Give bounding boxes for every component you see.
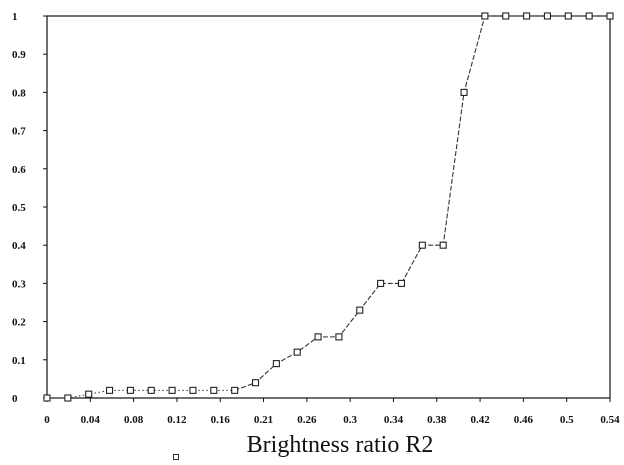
data-point xyxy=(543,12,551,20)
data-point xyxy=(231,386,239,394)
y-tick-label: 0.8 xyxy=(12,87,26,99)
data-point xyxy=(585,12,593,20)
y-tick-label: 0.7 xyxy=(12,126,26,138)
y-tick-label: 0 xyxy=(12,393,18,405)
stray-marker xyxy=(173,454,179,460)
data-point xyxy=(210,386,218,394)
data-point xyxy=(564,12,572,20)
data-point xyxy=(147,386,155,394)
x-tick-label: 0.08 xyxy=(124,414,144,426)
plot-frame xyxy=(46,15,611,399)
x-axis-label: Brightness ratio R2 xyxy=(247,432,434,458)
series-line-low xyxy=(47,389,235,399)
y-tick-label: 0.3 xyxy=(12,278,26,290)
y-tick-label: 0.4 xyxy=(12,240,26,252)
data-point xyxy=(189,386,197,394)
data-point xyxy=(314,333,322,341)
data-point xyxy=(85,390,93,398)
x-tick-label: 0.3 xyxy=(343,414,357,426)
x-tick-label: 0.26 xyxy=(297,414,317,426)
x-tick-label: 0.38 xyxy=(427,414,447,426)
data-point xyxy=(460,88,468,96)
data-point xyxy=(335,333,343,341)
y-tick-label: 0.1 xyxy=(12,355,26,367)
data-point xyxy=(293,348,301,356)
x-tick-label: 0.04 xyxy=(81,414,101,426)
data-point xyxy=(251,379,260,387)
data-point xyxy=(126,386,134,394)
x-tick-label: 0.16 xyxy=(211,414,231,426)
y-tick-label: 0.5 xyxy=(12,202,26,214)
x-tick-label: 0.54 xyxy=(600,414,620,426)
x-tick-label: 0.5 xyxy=(560,414,574,426)
data-point xyxy=(106,386,114,394)
data-point xyxy=(397,279,406,287)
data-point xyxy=(606,12,614,20)
data-point xyxy=(502,12,510,20)
data-point xyxy=(43,394,51,402)
y-tick-label: 1 xyxy=(12,11,18,23)
y-tick-label: 0.9 xyxy=(12,49,26,61)
x-tick-label: 0.34 xyxy=(384,414,404,426)
data-point xyxy=(356,306,364,314)
x-tick-label: 0.46 xyxy=(514,414,534,426)
x-tick-label: 0.42 xyxy=(470,414,490,426)
x-tick-label: 0.21 xyxy=(254,414,273,426)
data-point xyxy=(523,12,531,20)
data-point xyxy=(272,360,280,368)
data-point xyxy=(481,12,489,20)
data-point xyxy=(168,386,176,394)
y-tick-label: 0.2 xyxy=(12,317,26,329)
data-point xyxy=(64,394,72,402)
x-tick-label: 0 xyxy=(44,414,50,426)
series-line xyxy=(234,15,610,391)
data-point xyxy=(418,241,426,249)
y-tick-label: 0.6 xyxy=(12,164,26,176)
data-point xyxy=(377,279,385,287)
x-tick-label: 0.12 xyxy=(167,414,187,426)
data-point xyxy=(439,241,447,249)
